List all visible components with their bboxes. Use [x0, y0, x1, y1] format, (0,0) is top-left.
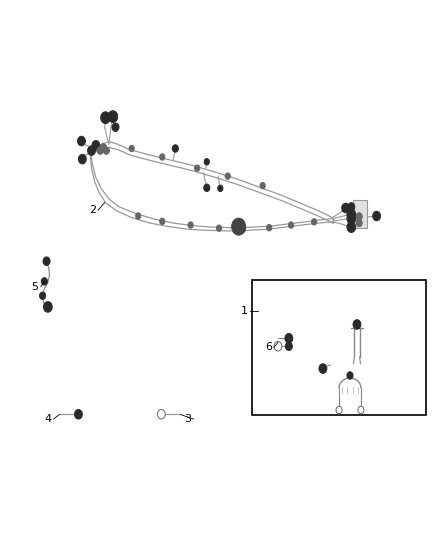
Circle shape: [356, 213, 362, 220]
Circle shape: [103, 147, 110, 155]
Circle shape: [112, 123, 119, 132]
Circle shape: [347, 372, 353, 379]
Circle shape: [41, 278, 47, 285]
Circle shape: [159, 154, 165, 160]
Circle shape: [353, 320, 361, 329]
Circle shape: [347, 222, 356, 232]
Circle shape: [225, 173, 230, 179]
Circle shape: [267, 224, 272, 231]
Circle shape: [108, 111, 118, 123]
Circle shape: [319, 364, 327, 373]
Circle shape: [43, 302, 52, 312]
Circle shape: [172, 145, 178, 152]
Circle shape: [129, 146, 134, 152]
Text: 5: 5: [32, 282, 39, 292]
Circle shape: [347, 209, 356, 220]
Circle shape: [101, 112, 110, 124]
Text: 2: 2: [89, 205, 96, 215]
Circle shape: [342, 203, 350, 213]
Circle shape: [136, 213, 141, 219]
FancyBboxPatch shape: [252, 280, 426, 415]
Circle shape: [240, 226, 246, 232]
Circle shape: [288, 222, 293, 228]
Text: 1: 1: [241, 306, 248, 316]
Circle shape: [347, 213, 356, 224]
Circle shape: [188, 222, 193, 228]
Circle shape: [97, 147, 103, 155]
Circle shape: [232, 218, 246, 235]
Circle shape: [348, 203, 355, 211]
Circle shape: [286, 342, 292, 351]
Text: 6: 6: [265, 342, 272, 352]
Circle shape: [74, 409, 82, 419]
Circle shape: [78, 155, 86, 164]
Circle shape: [92, 141, 100, 150]
Circle shape: [218, 185, 223, 191]
Circle shape: [78, 136, 85, 146]
Circle shape: [336, 406, 342, 414]
Circle shape: [159, 218, 165, 224]
Circle shape: [260, 182, 265, 189]
Circle shape: [204, 184, 210, 191]
Circle shape: [311, 219, 317, 225]
Circle shape: [88, 146, 95, 156]
Circle shape: [194, 165, 200, 171]
Circle shape: [274, 342, 282, 351]
Circle shape: [356, 219, 362, 227]
Text: 3: 3: [184, 414, 191, 424]
Circle shape: [39, 292, 46, 300]
Circle shape: [216, 225, 222, 231]
Circle shape: [100, 144, 107, 152]
Text: 4: 4: [44, 414, 51, 424]
Circle shape: [157, 409, 165, 419]
Circle shape: [204, 159, 209, 165]
Circle shape: [43, 257, 50, 265]
FancyBboxPatch shape: [353, 200, 367, 228]
Circle shape: [358, 406, 364, 414]
Circle shape: [285, 334, 293, 343]
Circle shape: [373, 211, 381, 221]
